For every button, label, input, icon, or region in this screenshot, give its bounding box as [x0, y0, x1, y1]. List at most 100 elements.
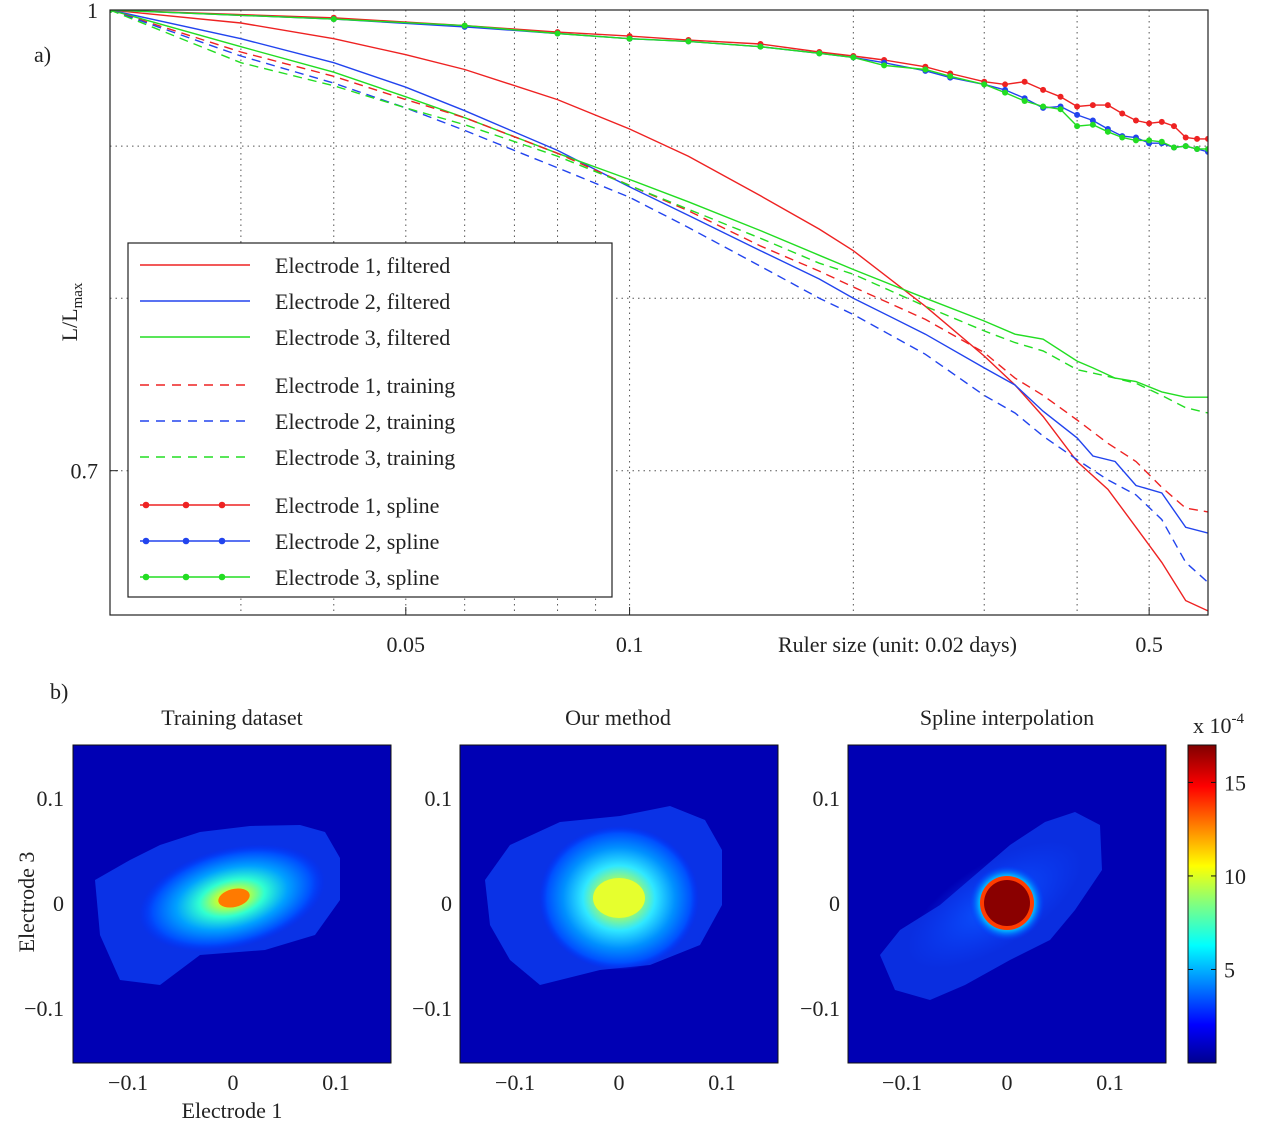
data-point-electrode-3-spline	[981, 81, 988, 88]
data-point-electrode-1-spline	[1104, 102, 1111, 109]
heatmap-title-training: Training dataset	[161, 705, 303, 730]
data-point-electrode-3-spline	[1002, 89, 1009, 96]
data-point-electrode-1-spline	[1021, 78, 1028, 85]
heatmap-peak	[218, 888, 250, 908]
y-tick-label: 1	[87, 0, 98, 23]
heatmap1-xtick-0: 0	[228, 1070, 239, 1095]
series-line-electrode-2-spline	[110, 10, 1208, 153]
data-point-electrode-3-spline	[1089, 121, 1096, 128]
data-point-electrode-3-spline	[554, 30, 561, 37]
legend-label-electrode-3-training: Electrode 3, training	[275, 445, 455, 470]
legend-label-electrode-1-filtered: Electrode 1, filtered	[275, 253, 450, 278]
heatmap1-ytick-0.1: 0.1	[37, 786, 65, 811]
plot-frame	[109, 9, 1209, 616]
legend: Electrode 1, filtered Electrode 2, filter…	[127, 242, 613, 598]
series-line-electrode-3-filtered	[110, 10, 1208, 398]
legend-label-electrode-2-training: Electrode 2, training	[275, 409, 455, 434]
legend-box	[127, 242, 613, 598]
legend-marker	[218, 537, 226, 545]
data-point-electrode-3-spline	[1146, 137, 1153, 144]
legend-marker	[142, 537, 150, 545]
heatmap-title-spline: Spline interpolation	[920, 705, 1094, 730]
heatmap-frame	[72, 744, 392, 1064]
colorbar-ticks: 15 10 5	[1188, 770, 1246, 982]
series-line-electrode-1-spline	[110, 10, 1208, 140]
series-line-electrode-3-spline	[110, 10, 1208, 150]
legend-marker	[218, 501, 226, 509]
y-axis-label: L/Lmax	[57, 282, 86, 341]
legend-label-electrode-3-spline: Electrode 3, spline	[275, 565, 439, 590]
colorbar-tick-label: 15	[1224, 770, 1246, 795]
x-axis-label: Ruler size (unit: 0.02 days)	[778, 632, 1017, 657]
data-point-electrode-1-spline	[1057, 93, 1064, 100]
axis-ticks: 0.05 0.1 0.5 1 0.7	[71, 0, 1163, 657]
heatmap1-xtick-minus-0.1: −0.1	[108, 1070, 148, 1095]
heatmap3-ytick-0.1: 0.1	[813, 786, 841, 811]
data-point-electrode-2-spline	[1089, 117, 1096, 124]
data-point-electrode-3-spline	[922, 66, 929, 73]
heatmap-frame	[459, 744, 779, 1064]
legend-label-electrode-1-training: Electrode 1, training	[275, 373, 455, 398]
heatmap2-ytick-minus-0.1: −0.1	[412, 996, 452, 1021]
heatmap3-xtick-0.1: 0.1	[1096, 1070, 1124, 1095]
data-point-electrode-3-spline	[1170, 144, 1177, 151]
data-point-electrode-3-spline	[110, 10, 113, 13]
data-point-electrode-3-spline	[461, 22, 468, 29]
series-line-electrode-2-filtered	[110, 10, 1208, 534]
heatmap2-xtick-0: 0	[614, 1070, 625, 1095]
series-layer	[110, 10, 1208, 612]
series-line-electrode-1-filtered	[110, 10, 1208, 612]
data-point-electrode-3-spline	[1182, 143, 1189, 150]
data-point-electrode-1-spline	[1158, 118, 1165, 125]
heatmap-frame	[847, 744, 1167, 1064]
data-point-electrode-3-spline	[1021, 97, 1028, 104]
data-point-electrode-1-spline	[1132, 117, 1139, 124]
y-axis-label-main: L/L	[57, 308, 82, 341]
series-line-electrode-2-training	[110, 10, 1208, 583]
legend-marker	[182, 501, 190, 509]
heatmap2-xtick-minus-0.1: −0.1	[495, 1070, 535, 1095]
x-tick-label: 0.5	[1135, 632, 1163, 657]
heatmap-our-method: Our method 0.1 0 −0.1 −0.1 0 0.1	[412, 705, 779, 1095]
data-point-electrode-3-spline	[947, 73, 954, 80]
legend-label-electrode-1-spline: Electrode 1, spline	[275, 493, 439, 518]
heatmap-ylabel: Electrode 3	[14, 852, 39, 953]
data-point-electrode-3-spline	[330, 16, 337, 23]
legend-marker	[142, 501, 150, 509]
heatmap-xlabel: Electrode 1	[182, 1098, 283, 1123]
data-point-electrode-1-spline	[1040, 86, 1047, 93]
data-point-electrode-1-spline	[1170, 123, 1177, 130]
panel-label-a: a)	[34, 42, 51, 67]
legend-label-electrode-2-spline: Electrode 2, spline	[275, 529, 439, 554]
data-point-electrode-3-spline	[1205, 145, 1208, 152]
colorbar: x 10-4 15 10 5	[1187, 711, 1246, 1064]
heatmap3-xtick-0: 0	[1002, 1070, 1013, 1095]
colorbar-gradient	[1187, 744, 1217, 1064]
data-point-electrode-3-spline	[1040, 103, 1047, 110]
data-point-electrode-3-spline	[757, 43, 764, 50]
data-point-electrode-1-spline	[1119, 110, 1126, 117]
heatmap-title-our-method: Our method	[565, 705, 671, 730]
legend-label-electrode-3-filtered: Electrode 3, filtered	[275, 325, 450, 350]
heatmap2-ytick-0.1: 0.1	[425, 786, 453, 811]
colorbar-multiplier: x 10-4	[1193, 711, 1244, 738]
data-point-electrode-2-spline	[1074, 111, 1081, 118]
data-point-electrode-1-spline	[1002, 81, 1009, 88]
heatmap-peak	[593, 878, 645, 918]
x-tick-label: 0.05	[387, 632, 426, 657]
heatmap1-xtick-0.1: 0.1	[322, 1070, 350, 1095]
heatmap1-ytick-0: 0	[53, 891, 64, 916]
data-point-electrode-3-spline	[1132, 137, 1139, 144]
heatmap3-ytick-0: 0	[829, 891, 840, 916]
data-point-electrode-1-spline	[1194, 135, 1201, 142]
heatmap-spline-interpolation: Spline interpolation 0.1 0 −0.1 −0.1 0 0…	[800, 705, 1167, 1095]
series-line-electrode-3-training	[110, 10, 1208, 414]
data-point-electrode-3-spline	[1074, 123, 1081, 130]
line-chart-panel: 0.05 0.1 0.5 1 0.7 L/Lmax Ruler size (unit: …	[57, 0, 1209, 657]
legend-label-electrode-2-filtered: Electrode 2, filtered	[275, 289, 450, 314]
colorbar-multiplier-prefix: x 10	[1193, 713, 1232, 738]
data-point-electrode-3-spline	[881, 62, 888, 69]
legend-marker	[182, 573, 190, 581]
data-point-electrode-1-spline	[1146, 120, 1153, 127]
x-tick-label: 0.1	[616, 632, 644, 657]
